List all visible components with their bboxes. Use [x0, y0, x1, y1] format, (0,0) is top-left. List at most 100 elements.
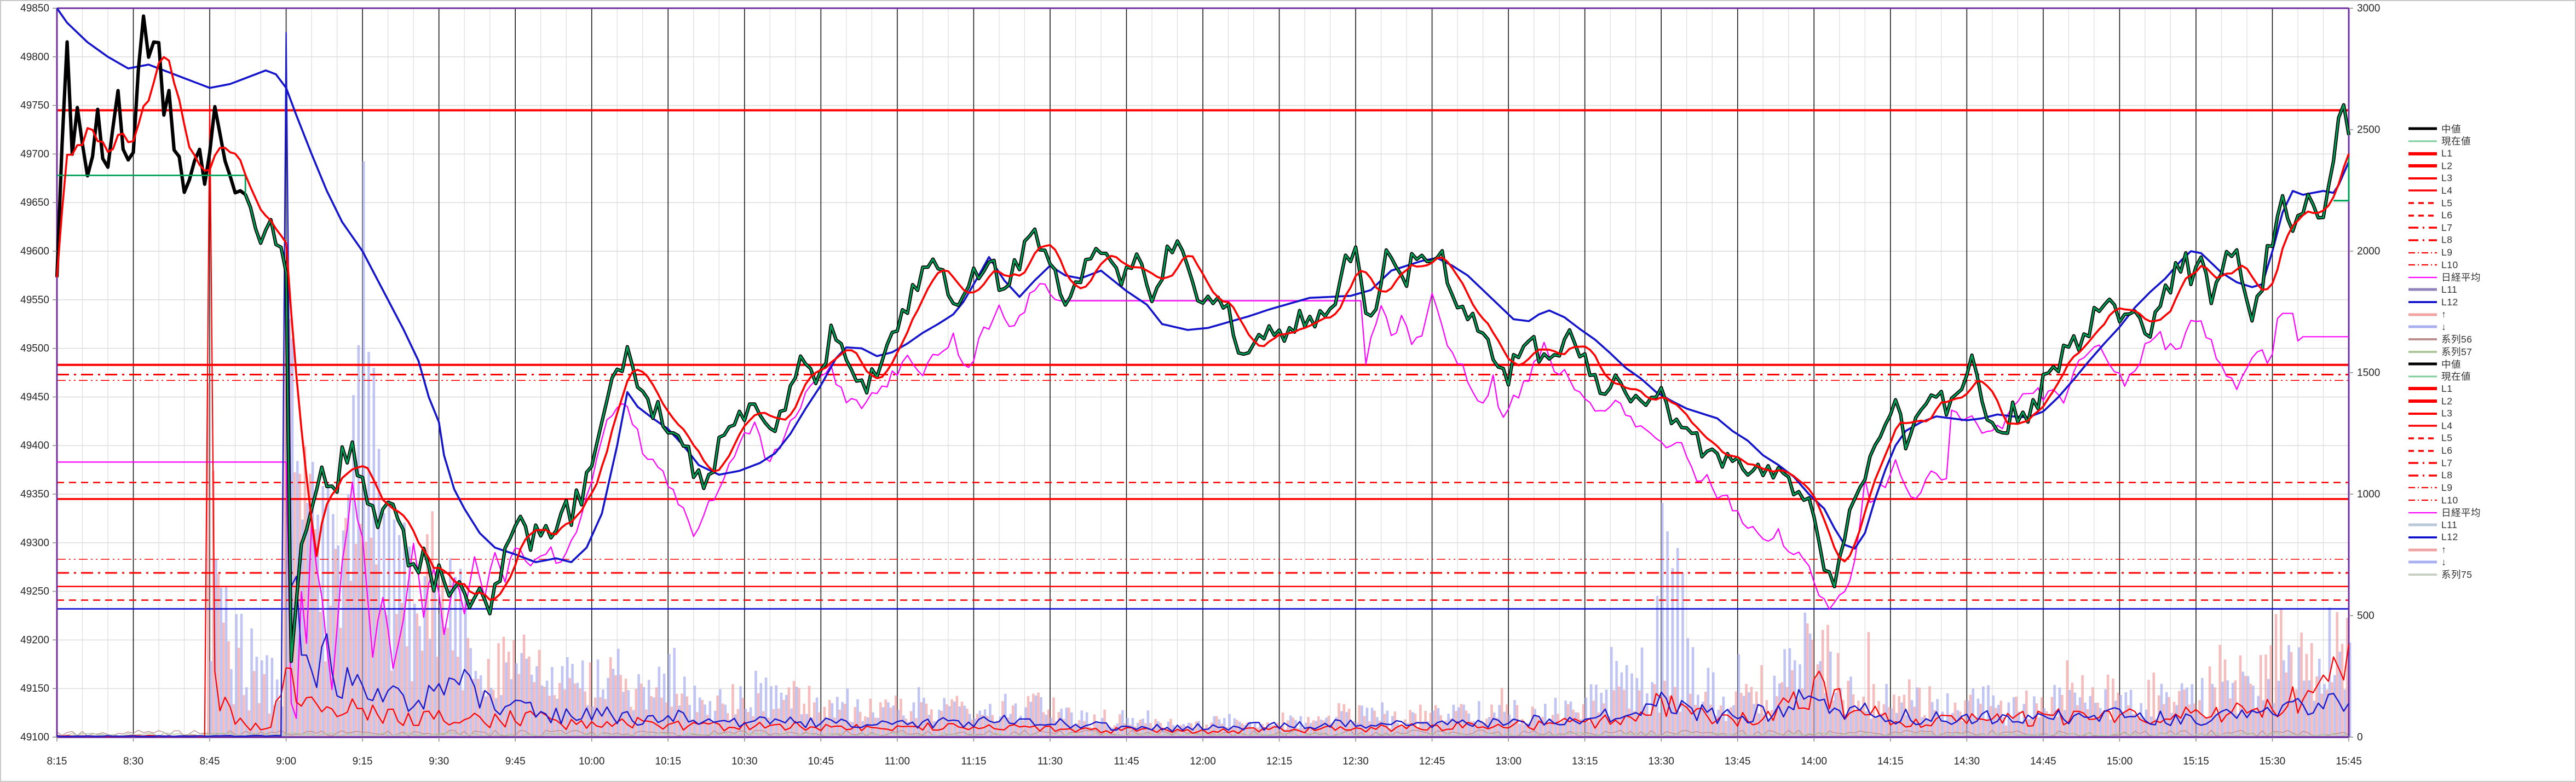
- legend-item-g1-日経平均[interactable]: 日経平均: [2408, 271, 2481, 284]
- legend-item-g1-L6[interactable]: L6: [2408, 209, 2481, 222]
- legend-label: L8: [2441, 470, 2453, 481]
- x-tick-8:45: 8:45: [200, 756, 220, 767]
- legend-label: 系列57: [2441, 346, 2473, 358]
- y-left-tick-49150: 49150: [20, 683, 49, 694]
- x-tick-14:45: 14:45: [2030, 756, 2056, 767]
- legend-line-swatch: [2408, 437, 2437, 439]
- legend-label: L5: [2441, 197, 2453, 208]
- legend-label: L10: [2441, 494, 2458, 506]
- legend-item-g2-L2[interactable]: L2: [2408, 395, 2481, 408]
- legend-line-swatch: [2408, 399, 2437, 403]
- legend-item-g1-L2[interactable]: L2: [2408, 160, 2481, 172]
- y-right-tick-500: 500: [2357, 610, 2375, 622]
- legend-item-g1-L10[interactable]: L10: [2408, 259, 2481, 271]
- legend-label: L5: [2441, 432, 2453, 444]
- x-tick-11:45: 11:45: [1114, 756, 1139, 767]
- legend-item-g2-L12[interactable]: L12: [2408, 531, 2481, 544]
- legend-line-swatch: [2408, 412, 2437, 415]
- legend-item-g1-L11[interactable]: L11: [2408, 283, 2481, 296]
- legend-item-g1-L7[interactable]: L7: [2408, 222, 2481, 234]
- legend-line-swatch: [2408, 214, 2437, 217]
- legend-line-swatch: [2408, 252, 2437, 253]
- x-tick-15:15: 15:15: [2183, 756, 2209, 767]
- series-75: [56, 734, 2349, 737]
- legend-line-swatch: [2408, 227, 2437, 229]
- y-left-tick-49250: 49250: [20, 586, 49, 598]
- legend-item-g2-L6[interactable]: L6: [2408, 444, 2481, 457]
- x-tick-10:00: 10:00: [579, 756, 605, 767]
- legend-item-g2-系列75[interactable]: 系列75: [2408, 569, 2481, 581]
- legend-item-g2-L7[interactable]: L7: [2408, 457, 2481, 470]
- y-left-tick-49850: 49850: [20, 3, 49, 14]
- legend-label: L12: [2441, 531, 2458, 543]
- legend-label: L1: [2441, 383, 2453, 394]
- legend-line-swatch: [2408, 536, 2437, 538]
- legend-label: ↑: [2441, 309, 2447, 320]
- legend-item-g2-日経平均[interactable]: 日経平均: [2408, 506, 2481, 519]
- legend-label: L2: [2441, 160, 2453, 171]
- legend-label: L3: [2441, 408, 2453, 419]
- legend-item-g2-L11[interactable]: L11: [2408, 519, 2481, 531]
- legend-line-swatch: [2408, 462, 2437, 464]
- legend-item-g2-L10[interactable]: L10: [2408, 494, 2481, 507]
- legend-label: L11: [2441, 519, 2458, 530]
- legend-item-g2-↓[interactable]: ↓: [2408, 556, 2481, 569]
- legend-item-g2-L8[interactable]: L8: [2408, 470, 2481, 482]
- series-genzaine[interactable]: [57, 104, 2350, 662]
- x-tick-12:45: 12:45: [1419, 756, 1445, 767]
- legend-item-g2-↑[interactable]: ↑: [2408, 543, 2481, 556]
- legend-label: L6: [2441, 210, 2453, 221]
- legend-label: L9: [2441, 247, 2453, 258]
- legend-item-g1-L5[interactable]: L5: [2408, 197, 2481, 210]
- legend-label: 中値: [2441, 358, 2461, 370]
- legend-line-swatch: [2408, 325, 2437, 328]
- legend-item-g1-系列56[interactable]: 系列56: [2408, 333, 2481, 346]
- legend-item-g1-中値[interactable]: 中値: [2408, 123, 2481, 135]
- y-left-tick-49500: 49500: [20, 343, 49, 355]
- x-axis-labels[interactable]: 8:15 8:30 8:45 9:00 9:15 9:30 9:45 10:00 10:15 10…: [47, 756, 2362, 767]
- y-axis-left-labels[interactable]: 49100 49150 49200 49250 49300 49350 49400 49450…: [20, 3, 49, 743]
- series-blue-ma[interactable]: [56, 7, 2350, 564]
- legend-item-g1-現在値[interactable]: 現在値: [2408, 135, 2481, 148]
- blue-volume-line[interactable]: [56, 32, 2350, 738]
- x-tick-9:00: 9:00: [276, 756, 296, 767]
- legend-item-g2-L9[interactable]: L9: [2408, 482, 2481, 494]
- legend-label: 中値: [2441, 123, 2461, 135]
- legend-line-swatch: [2408, 548, 2437, 552]
- level-lines: [57, 7, 2349, 610]
- legend-label: 現在値: [2441, 371, 2471, 383]
- legend-line-swatch: [2408, 523, 2437, 526]
- y-left-tick-49700: 49700: [20, 148, 49, 160]
- legend-item-g1-↓[interactable]: ↓: [2408, 321, 2481, 333]
- x-tick-15:00: 15:00: [2107, 756, 2133, 767]
- y-left-tick-49300: 49300: [20, 537, 49, 549]
- legend-item-g2-L3[interactable]: L3: [2408, 407, 2481, 420]
- legend-label: 現在値: [2441, 136, 2471, 147]
- legend-line-swatch: [2408, 127, 2437, 130]
- legend-label: L4: [2441, 184, 2453, 196]
- legend-item-g2-中値[interactable]: 中値: [2408, 358, 2481, 370]
- x-tick-15:30: 15:30: [2260, 756, 2286, 767]
- legend-item-g1-L1[interactable]: L1: [2408, 147, 2481, 160]
- legend-item-g1-L9[interactable]: L9: [2408, 246, 2481, 259]
- legend-line-swatch: [2408, 239, 2437, 241]
- legend-item-g1-系列57[interactable]: 系列57: [2408, 345, 2481, 358]
- legend-item-g2-L4[interactable]: L4: [2408, 420, 2481, 432]
- legend-line-swatch: [2408, 350, 2437, 353]
- legend-item-g2-現在値[interactable]: 現在値: [2408, 370, 2481, 383]
- x-tick-12:30: 12:30: [1342, 756, 1369, 767]
- legend-item-g1-L12[interactable]: L12: [2408, 296, 2481, 309]
- legend-item-g2-L5[interactable]: L5: [2408, 432, 2481, 445]
- legend-item-g1-↑[interactable]: ↑: [2408, 308, 2481, 321]
- genzaine-close-tail: [2333, 158, 2350, 202]
- legend-label: L6: [2441, 445, 2453, 456]
- legend-item-g2-L1[interactable]: L1: [2408, 383, 2481, 395]
- legend-label: L10: [2441, 259, 2458, 270]
- legend-item-g1-L8[interactable]: L8: [2408, 234, 2481, 247]
- legend-item-g1-L4[interactable]: L4: [2408, 184, 2481, 197]
- y-axis-right-labels[interactable]: 0 500 1000 1500 2000 2500 3000: [2357, 3, 2380, 743]
- legend-item-g1-L3[interactable]: L3: [2408, 172, 2481, 185]
- legend-line-swatch: [2408, 474, 2437, 477]
- series-red-ma[interactable]: [56, 56, 2350, 601]
